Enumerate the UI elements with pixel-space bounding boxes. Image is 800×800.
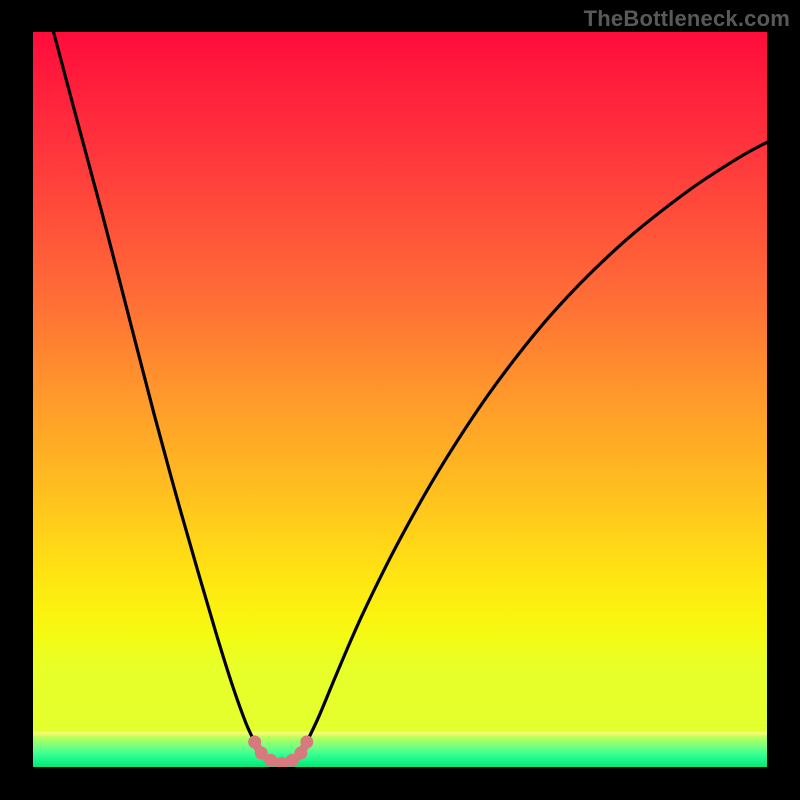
curve-left (54, 32, 255, 742)
plot-area (33, 32, 767, 767)
outer-frame: TheBottleneck.com (0, 0, 800, 800)
marker-dot (248, 736, 261, 749)
watermark-text: TheBottleneck.com (584, 6, 790, 32)
marker-dot (294, 747, 307, 760)
marker-dot (300, 736, 313, 749)
marker-dot (264, 754, 277, 767)
curve-right (307, 142, 767, 742)
curve-overlay (33, 32, 767, 767)
